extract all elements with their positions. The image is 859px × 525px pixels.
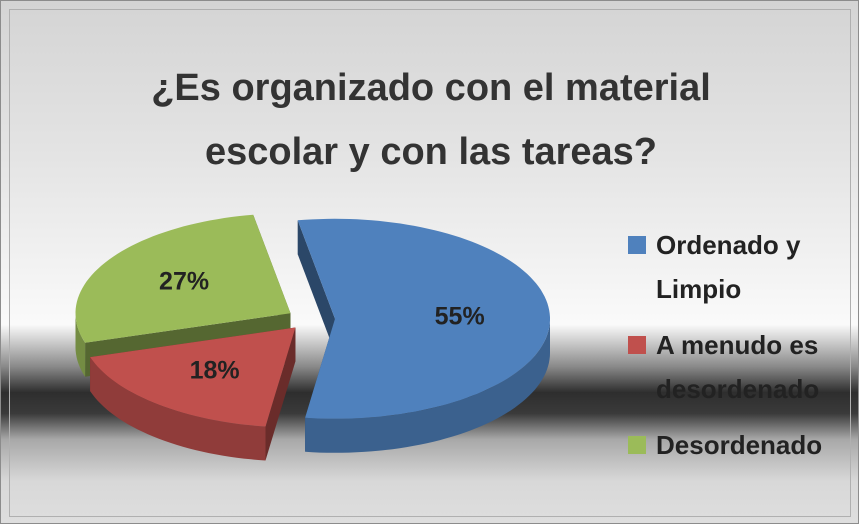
legend-label: A menudo es desordenado: [656, 330, 820, 404]
legend: Ordenado y Limpio A menudo es desordenado…: [628, 223, 848, 479]
slice-top: [90, 327, 296, 427]
slice-wall: [305, 318, 550, 453]
slice-wall: [75, 313, 86, 377]
slice: [297, 218, 550, 453]
slice-top: [75, 214, 291, 343]
data-label: 55%: [435, 302, 485, 330]
slice-wall: [90, 357, 266, 461]
legend-label: Ordenado y Limpio: [656, 230, 801, 304]
legend-item: Desordenado: [628, 423, 841, 467]
legend-swatch: [628, 436, 646, 454]
legend-swatch: [628, 336, 646, 354]
data-label: 18%: [190, 356, 240, 384]
legend-item: A menudo es desordenado: [628, 323, 841, 411]
plot-border: [9, 9, 851, 517]
chart-title: ¿Es organizado con el material escolar y…: [151, 67, 711, 173]
data-label: 27%: [159, 268, 209, 296]
slice-top: [297, 218, 550, 419]
legend-item: Ordenado y Limpio: [628, 223, 841, 311]
slice-side: [297, 220, 335, 353]
slice: [90, 327, 296, 461]
legend-label: Desordenado: [656, 430, 823, 460]
legend-swatch: [628, 236, 646, 254]
